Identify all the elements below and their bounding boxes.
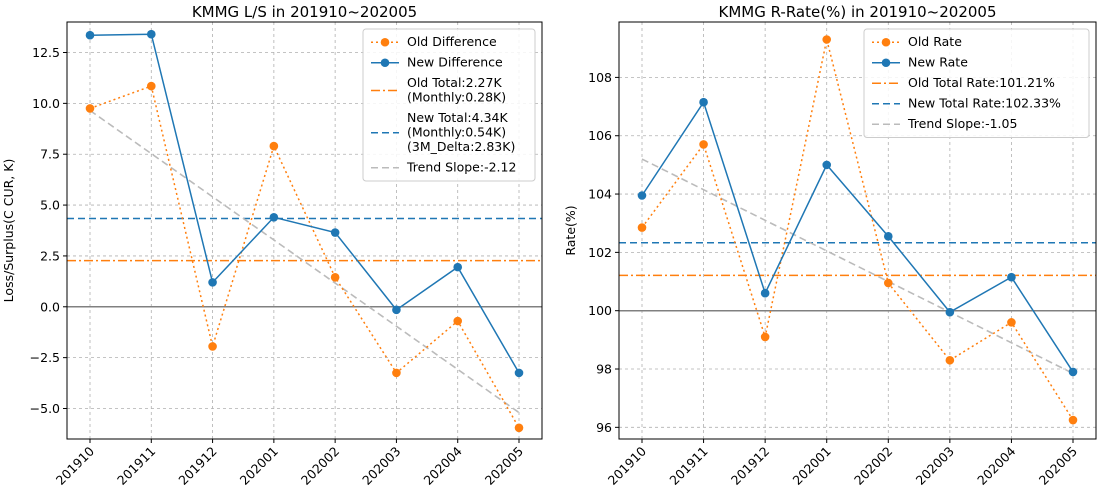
data-point [699,140,708,149]
y-tick-label: 5.0 [40,198,60,213]
data-point [883,278,893,288]
legend-label: Trend Slope:-1.05 [907,116,1017,131]
legend-box [362,28,536,182]
x-tick-label: 201911 [114,444,158,488]
x-tick-label: 201911 [666,444,710,488]
data-point [637,191,647,200]
x-tick-label: 202003 [913,444,957,488]
x-tick-label: 202004 [420,443,464,487]
legend-label: Old Difference [407,34,497,49]
y-tick-label: −5.0 [30,401,60,416]
data-point [392,368,401,378]
x-tick-label: 202004 [974,443,1018,487]
data-point [269,212,279,222]
x-tick-label: 202003 [359,444,403,488]
axes-frame [618,21,1097,440]
data-point [1068,415,1078,425]
y-tick-label: 100 [588,303,612,318]
legend: Old Rate New Rate Old Total Rate:101.21% Ne… [863,28,1090,138]
data-point [1007,318,1016,327]
legend-label: New Total Rate:102.33% [908,96,1061,111]
y-tick-label: 2.5 [40,248,60,263]
y-tick-label: 98 [596,362,612,377]
legend-handle-marker [380,37,390,47]
y-axis-label: Loss/Surplus(C CUR, K) [1,159,16,303]
data-point [1068,367,1078,377]
chart-panel-2: 96 98 100 102 104 106 108 201910 201911 201912 202… [563,3,1097,488]
data-point [85,30,95,40]
legend-label: Old Rate [908,34,962,49]
data-point [85,104,95,113]
data-point [392,305,401,315]
data-point [760,288,770,298]
y-tick-label: 12.5 [32,45,60,60]
x-tick-label: 202005 [1036,444,1080,488]
legend-handle-marker [881,37,891,47]
chart-panel-1: −5.0 −2.5 0.0 2.5 5.0 7.5 10.0 12.5 201910 201911… [1,3,543,488]
legend-label: Trend Slope:-2.12 [406,160,516,175]
legend-box [863,28,1090,138]
y-axis-label: Rate(%) [563,205,578,255]
y-tick-label: 106 [588,128,612,143]
y-tick-label: −2.5 [30,350,60,365]
data-point [822,35,832,44]
chart-title: KMMG L/S in 201910~202005 [192,3,417,21]
data-point [1007,272,1016,282]
data-point [637,223,647,232]
series-line-2 [641,100,1074,373]
y-tick-label: 0.0 [40,299,60,314]
y-tick-label: 7.5 [40,147,60,162]
data-point [269,141,279,151]
series-line-2 [89,33,520,374]
y-tick-label: 108 [588,70,612,85]
legend-label: New Difference [407,55,503,70]
data-point [330,228,340,237]
legend-label: (Monthly:0.54K) [407,125,506,140]
legend: Old Difference New Difference Old Total:2.… [362,28,536,182]
x-tick-label: 201912 [728,444,772,488]
x-tick-label: 202001 [789,444,833,488]
x-tick-label: 201912 [175,444,219,488]
data-point [146,29,156,39]
trend-line [641,158,1074,375]
data-point [146,81,156,91]
data-point [945,355,955,365]
legend-handle-marker [881,58,891,68]
data-point [514,423,524,433]
y-tick-label: 104 [588,187,612,202]
y-tick-label: 10.0 [32,96,60,111]
data-point [208,278,217,287]
data-point [760,332,770,342]
data-point [453,316,463,326]
data-point [822,160,832,170]
data-point [699,97,708,107]
legend-label: New Rate [908,55,968,70]
legend-label: New Total:4.34K [407,110,508,125]
x-tick-label: 201910 [605,443,649,487]
legend-label: Old Total:2.27K [407,75,502,90]
x-tick-label: 202002 [298,444,342,488]
data-point [883,232,893,241]
y-tick-label: 96 [596,420,612,435]
x-tick-label: 202001 [237,444,281,488]
data-point [453,262,463,272]
data-point [208,342,217,351]
legend-handle-marker [380,58,390,68]
axes-frame [66,21,543,440]
x-tick-label: 202002 [851,444,895,488]
legend-label: (Monthly:0.28K) [407,90,506,105]
x-tick-label: 202005 [482,444,526,488]
data-point [514,368,524,378]
legend-label: Old Total Rate:101.21% [908,75,1055,90]
chart-title: KMMG R-Rate(%) in 201910~202005 [719,3,997,21]
legend-label: (3M_Delta:2.83K) [407,139,515,154]
data-point [330,272,340,282]
data-point [945,307,955,317]
y-tick-label: 102 [588,245,612,260]
x-tick-label: 201910 [53,443,97,487]
